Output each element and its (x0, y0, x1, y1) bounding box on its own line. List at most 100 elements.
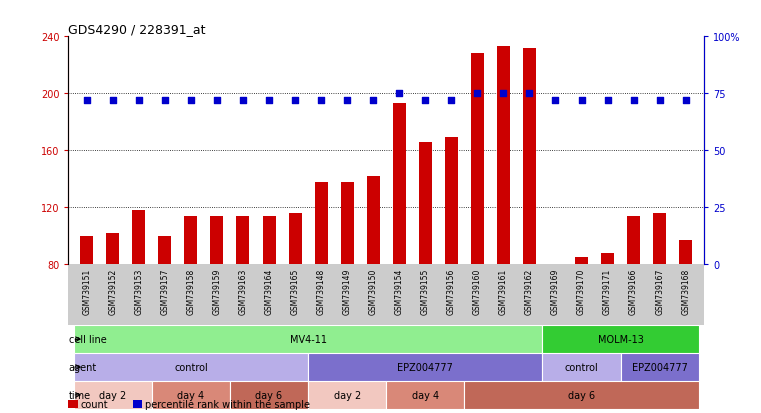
Bar (393, 104, 406, 265)
Text: GSM739159: GSM739159 (212, 268, 221, 314)
Bar (464, 381, 699, 409)
Point (419, 97, 431, 104)
Bar (263, 216, 275, 265)
Bar (497, 47, 510, 265)
Bar (387, 381, 464, 409)
Point (497, 91, 509, 97)
Bar (74, 353, 308, 381)
Text: control: control (174, 362, 208, 372)
Bar (74, 381, 152, 409)
Text: control: control (565, 362, 598, 372)
Text: day 2: day 2 (333, 390, 361, 400)
Text: day 6: day 6 (256, 390, 282, 400)
Text: GSM739162: GSM739162 (525, 268, 534, 314)
Bar (523, 49, 536, 265)
Bar (679, 240, 693, 265)
Text: agent: agent (68, 362, 97, 372)
Text: MV4-11: MV4-11 (290, 335, 326, 344)
Point (471, 91, 483, 97)
Bar (237, 216, 250, 265)
Bar (308, 353, 543, 381)
Bar (211, 216, 224, 265)
Bar (107, 233, 119, 265)
Text: GSM739161: GSM739161 (499, 268, 508, 314)
Text: GDS4290 / 228391_at: GDS4290 / 228391_at (68, 23, 206, 36)
Text: GSM739151: GSM739151 (82, 268, 91, 314)
Text: GSM739154: GSM739154 (395, 268, 404, 314)
Point (367, 97, 379, 104)
Text: GSM739148: GSM739148 (317, 268, 326, 314)
Text: GSM739156: GSM739156 (447, 268, 456, 314)
Bar (471, 54, 484, 265)
Point (575, 97, 587, 104)
Text: GSM739149: GSM739149 (342, 268, 352, 314)
Point (237, 97, 249, 104)
Point (341, 97, 353, 104)
Text: time: time (68, 390, 91, 400)
Text: GSM739153: GSM739153 (134, 268, 143, 314)
Bar (314, 182, 328, 265)
Point (680, 97, 692, 104)
Text: GSM739163: GSM739163 (238, 268, 247, 314)
Text: GSM739171: GSM739171 (603, 268, 612, 314)
Point (81, 97, 93, 104)
Bar (367, 177, 380, 265)
Bar (653, 214, 666, 265)
Point (211, 97, 223, 104)
Text: GSM739170: GSM739170 (577, 268, 586, 314)
Bar (132, 211, 145, 265)
Point (159, 97, 171, 104)
Text: day 4: day 4 (412, 390, 439, 400)
Text: GSM739157: GSM739157 (161, 268, 170, 314)
Bar (80, 236, 94, 265)
Text: EPZ004777: EPZ004777 (397, 362, 454, 372)
Text: GSM739158: GSM739158 (186, 268, 196, 314)
Point (628, 97, 640, 104)
Bar (543, 325, 699, 353)
Point (315, 97, 327, 104)
Bar (543, 353, 620, 381)
Text: GSM739167: GSM739167 (655, 268, 664, 314)
Text: day 4: day 4 (177, 390, 205, 400)
Text: percentile rank within the sample: percentile rank within the sample (145, 399, 310, 409)
Text: EPZ004777: EPZ004777 (632, 362, 688, 372)
Text: MOLM-13: MOLM-13 (597, 335, 644, 344)
Point (549, 97, 562, 104)
Bar (74, 325, 543, 353)
Bar (308, 381, 387, 409)
Bar (341, 182, 354, 265)
Point (185, 97, 197, 104)
Text: GSM739165: GSM739165 (291, 268, 300, 314)
Bar (620, 353, 699, 381)
Bar (419, 142, 431, 265)
Text: GSM739150: GSM739150 (368, 268, 377, 314)
Point (601, 97, 613, 104)
Bar (288, 214, 301, 265)
Bar (230, 381, 308, 409)
Point (524, 91, 536, 97)
Point (289, 97, 301, 104)
Point (132, 97, 145, 104)
Point (263, 97, 275, 104)
Text: GSM739168: GSM739168 (681, 268, 690, 314)
Point (393, 91, 406, 97)
Text: GSM739152: GSM739152 (108, 268, 117, 314)
Bar (601, 253, 614, 265)
Text: count: count (81, 399, 108, 409)
Bar (444, 138, 458, 265)
Bar (575, 258, 588, 265)
Text: GSM739169: GSM739169 (551, 268, 560, 314)
Bar (184, 216, 197, 265)
Point (107, 97, 119, 104)
Text: day 6: day 6 (568, 390, 595, 400)
Bar (158, 236, 171, 265)
Bar (627, 216, 640, 265)
Text: GSM739155: GSM739155 (421, 268, 430, 314)
Text: GSM739166: GSM739166 (629, 268, 638, 314)
Text: GSM739164: GSM739164 (265, 268, 273, 314)
Bar (152, 381, 230, 409)
Text: GSM739160: GSM739160 (473, 268, 482, 314)
Text: day 2: day 2 (99, 390, 126, 400)
Bar (549, 265, 562, 266)
Text: cell line: cell line (68, 335, 107, 344)
